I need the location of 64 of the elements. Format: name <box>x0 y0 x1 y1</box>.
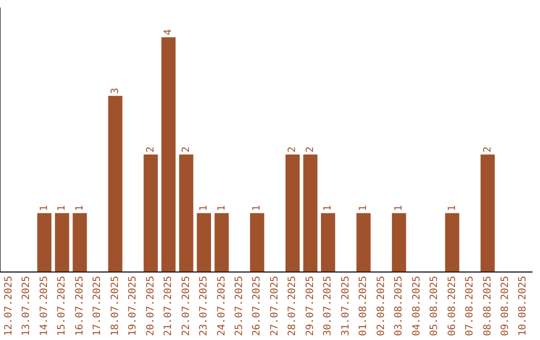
data-label: 1 <box>394 205 405 212</box>
x-tick-label: 06.08.2025 <box>446 276 458 336</box>
x-tick-label: 03.08.2025 <box>394 276 405 336</box>
x-tick-label: 30.07.2025 <box>322 276 334 336</box>
data-label: 2 <box>145 146 156 153</box>
x-tick-label: 17.07.2025 <box>92 276 104 336</box>
x-tick-label: 15.07.2025 <box>56 276 68 336</box>
x-tick-label: 04.08.2025 <box>411 276 422 336</box>
bar <box>320 213 336 272</box>
x-tick-label: 14.07.2025 <box>38 276 50 336</box>
bar <box>250 213 264 272</box>
data-label: 1 <box>446 205 458 212</box>
x-tick-label: 01.08.2025 <box>358 276 370 336</box>
data-label: 3 <box>110 88 121 94</box>
x-tick-label: 28.07.2025 <box>287 276 298 336</box>
data-label: 1 <box>358 205 370 212</box>
bar <box>179 154 194 272</box>
data-label: 1 <box>322 205 334 212</box>
bar <box>72 213 87 272</box>
data-label: 1 <box>56 205 68 212</box>
x-tick-label: 18.07.2025 <box>110 276 121 336</box>
bar <box>214 213 229 272</box>
x-tick-label: 24.07.2025 <box>216 276 228 336</box>
bar <box>144 154 158 272</box>
x-tick-label: 29.07.2025 <box>304 276 316 336</box>
bar <box>54 213 70 272</box>
data-label: 2 <box>180 146 192 153</box>
x-tick-label: 20.07.2025 <box>145 276 156 336</box>
data-label: 2 <box>304 146 316 153</box>
x-tick-label: 08.08.2025 <box>482 276 494 336</box>
data-label: 2 <box>287 146 298 153</box>
x-tick-label: 09.08.2025 <box>500 276 511 336</box>
bar <box>37 213 52 272</box>
x-tick-label: 16.07.2025 <box>74 276 86 336</box>
data-label: 1 <box>74 205 86 212</box>
data-label: 1 <box>216 205 228 212</box>
bar <box>392 213 406 272</box>
bar <box>286 154 300 272</box>
x-tick-label: 13.07.2025 <box>21 276 32 336</box>
x-tick-label: 27.07.2025 <box>269 276 280 336</box>
bar <box>196 213 212 272</box>
data-label: 1 <box>198 205 210 212</box>
x-tick-label: 10.08.2025 <box>518 276 529 336</box>
x-tick-label: 26.07.2025 <box>252 276 263 336</box>
bar <box>108 96 122 272</box>
bar <box>356 213 371 272</box>
x-tick-label: 07.08.2025 <box>464 276 476 336</box>
x-tick-label: 23.07.2025 <box>198 276 210 336</box>
x-tick-label: 22.07.2025 <box>180 276 192 336</box>
bar <box>303 154 318 272</box>
bar <box>445 213 460 272</box>
bar <box>480 154 495 272</box>
x-tick-label: 31.07.2025 <box>340 276 352 336</box>
x-tick-label: 02.08.2025 <box>376 276 387 336</box>
x-tick-label: 19.07.2025 <box>128 276 139 336</box>
x-tick-label: 12.07.2025 <box>3 276 14 336</box>
data-label: 1 <box>38 205 50 212</box>
x-tick-label: 25.07.2025 <box>234 276 245 336</box>
data-label: 2 <box>482 146 494 153</box>
data-label: 1 <box>252 205 263 212</box>
data-label: 4 <box>163 29 174 36</box>
x-tick-label: 21.07.2025 <box>163 276 174 336</box>
bar <box>161 37 176 272</box>
x-tick-label: 05.08.2025 <box>429 276 440 336</box>
